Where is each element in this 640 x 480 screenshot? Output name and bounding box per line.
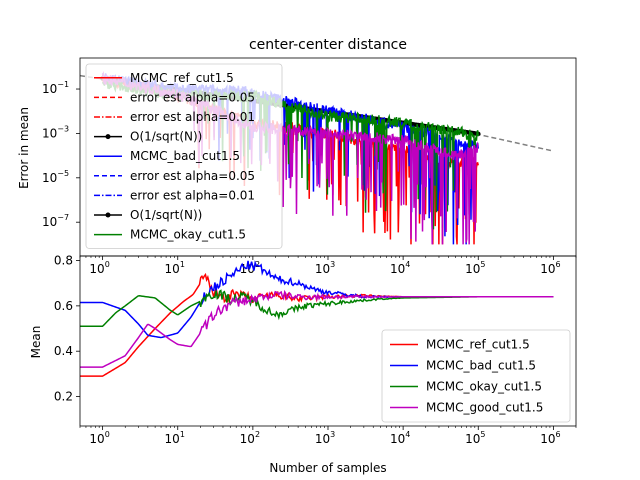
x-tick-label: 100 bbox=[89, 430, 109, 446]
x-tick-base: 10 bbox=[89, 432, 104, 446]
y-tick-label: 10−3 bbox=[42, 124, 69, 140]
x-tick-base: 10 bbox=[465, 262, 480, 276]
legend-label: MCMC_ref_cut1.5 bbox=[426, 338, 530, 352]
x-tick-label: 100 bbox=[89, 260, 109, 276]
legend-label: error est alpha=0.01 bbox=[130, 110, 255, 124]
series-line-3 bbox=[80, 289, 554, 368]
x-tick-label: 105 bbox=[465, 430, 485, 446]
y-tick-label: 10−7 bbox=[42, 213, 69, 229]
x-tick-exponent: 3 bbox=[330, 430, 335, 439]
x-tick-base: 10 bbox=[315, 432, 330, 446]
x-tick-label: 104 bbox=[390, 260, 410, 276]
series-layer bbox=[80, 260, 554, 377]
x-tick-label: 102 bbox=[240, 430, 260, 446]
x-axis-label: Number of samples bbox=[269, 461, 386, 475]
x-tick-base: 10 bbox=[89, 262, 104, 276]
x-tick-base: 10 bbox=[390, 432, 405, 446]
y-tick-label: 0.6 bbox=[54, 299, 73, 313]
x-tick-base: 10 bbox=[315, 262, 330, 276]
x-tick-base: 10 bbox=[165, 432, 180, 446]
y-tick-exponent: −1 bbox=[57, 80, 69, 89]
error-in-mean-plot: center-center distance Error in mean 100… bbox=[17, 37, 577, 276]
legend-label: MCMC_bad_cut1.5 bbox=[130, 149, 240, 163]
legend-box bbox=[85, 63, 283, 249]
x-tick-label: 103 bbox=[315, 260, 335, 276]
x-tick-base: 10 bbox=[465, 432, 480, 446]
x-tick-exponent: 2 bbox=[255, 430, 260, 439]
legend-label: MCMC_bad_cut1.5 bbox=[426, 359, 536, 373]
y-tick-base: 10 bbox=[42, 82, 57, 96]
y-tick-label: 10−1 bbox=[42, 80, 69, 96]
plot-title: center-center distance bbox=[249, 37, 407, 53]
y-axis-label: Error in mean bbox=[17, 107, 31, 189]
legend-label: error est alpha=0.05 bbox=[130, 90, 255, 104]
x-tick-exponent: 4 bbox=[405, 260, 410, 269]
x-tick-exponent: 0 bbox=[105, 260, 110, 269]
x-tick-label: 104 bbox=[390, 430, 410, 446]
y-tick-exponent: −5 bbox=[57, 169, 69, 178]
y-tick-label: 0.2 bbox=[54, 390, 73, 404]
legend: MCMC_ref_cut1.5 MCMC_bad_cut1.5 MCMC_okay_… bbox=[381, 329, 571, 423]
x-tick-exponent: 5 bbox=[480, 260, 485, 269]
plot-frame bbox=[79, 255, 577, 427]
legend-box bbox=[381, 329, 571, 423]
legend-label: error est alpha=0.01 bbox=[130, 188, 255, 202]
y-tick-label: 10−5 bbox=[42, 169, 69, 185]
x-tick-exponent: 1 bbox=[180, 430, 185, 439]
x-tick-label: 106 bbox=[540, 430, 560, 446]
y-tick-exponent: −3 bbox=[57, 124, 69, 133]
legend-label: MCMC_okay_cut1.5 bbox=[426, 380, 542, 394]
x-tick-label: 103 bbox=[315, 430, 335, 446]
y-tick-base: 10 bbox=[42, 215, 57, 229]
x-tick-label: 101 bbox=[165, 260, 185, 276]
y-tick-base: 10 bbox=[42, 126, 57, 140]
x-tick-exponent: 0 bbox=[105, 430, 110, 439]
x-tick-exponent: 1 bbox=[180, 260, 185, 269]
y-tick-label: 0.4 bbox=[54, 344, 73, 358]
legend-label: MCMC_ref_cut1.5 bbox=[130, 71, 234, 85]
x-tick-label: 106 bbox=[540, 260, 560, 276]
x-tick-exponent: 5 bbox=[480, 430, 485, 439]
y-tick-exponent: −7 bbox=[57, 213, 69, 222]
x-tick-exponent: 4 bbox=[405, 430, 410, 439]
x-tick-base: 10 bbox=[540, 262, 555, 276]
y-axis-label: Mean bbox=[29, 326, 43, 359]
x-tick-base: 10 bbox=[165, 262, 180, 276]
legend-label: MCMC_good_cut1.5 bbox=[426, 401, 543, 415]
legend-marker bbox=[105, 134, 111, 140]
x-tick-exponent: 6 bbox=[555, 260, 560, 269]
x-tick-label: 101 bbox=[165, 430, 185, 446]
legend-label: O(1/sqrt(N)) bbox=[130, 130, 202, 144]
y-tick-label: 0.8 bbox=[54, 254, 73, 268]
x-tick-label: 105 bbox=[465, 260, 485, 276]
x-tick-exponent: 3 bbox=[330, 260, 335, 269]
x-tick-base: 10 bbox=[540, 432, 555, 446]
x-tick-exponent: 2 bbox=[255, 260, 260, 269]
mean-plot: Number of samples Mean 100 101 102 103 104 10… bbox=[29, 254, 577, 475]
legend-label: O(1/sqrt(N)) bbox=[130, 208, 202, 222]
legend-marker bbox=[105, 212, 111, 218]
x-tick-exponent: 6 bbox=[555, 430, 560, 439]
x-tick-base: 10 bbox=[240, 432, 255, 446]
legend-label: error est alpha=0.05 bbox=[130, 169, 255, 183]
y-tick-base: 10 bbox=[42, 171, 57, 185]
legend-label: MCMC_okay_cut1.5 bbox=[130, 228, 246, 242]
x-tick-base: 10 bbox=[390, 262, 405, 276]
